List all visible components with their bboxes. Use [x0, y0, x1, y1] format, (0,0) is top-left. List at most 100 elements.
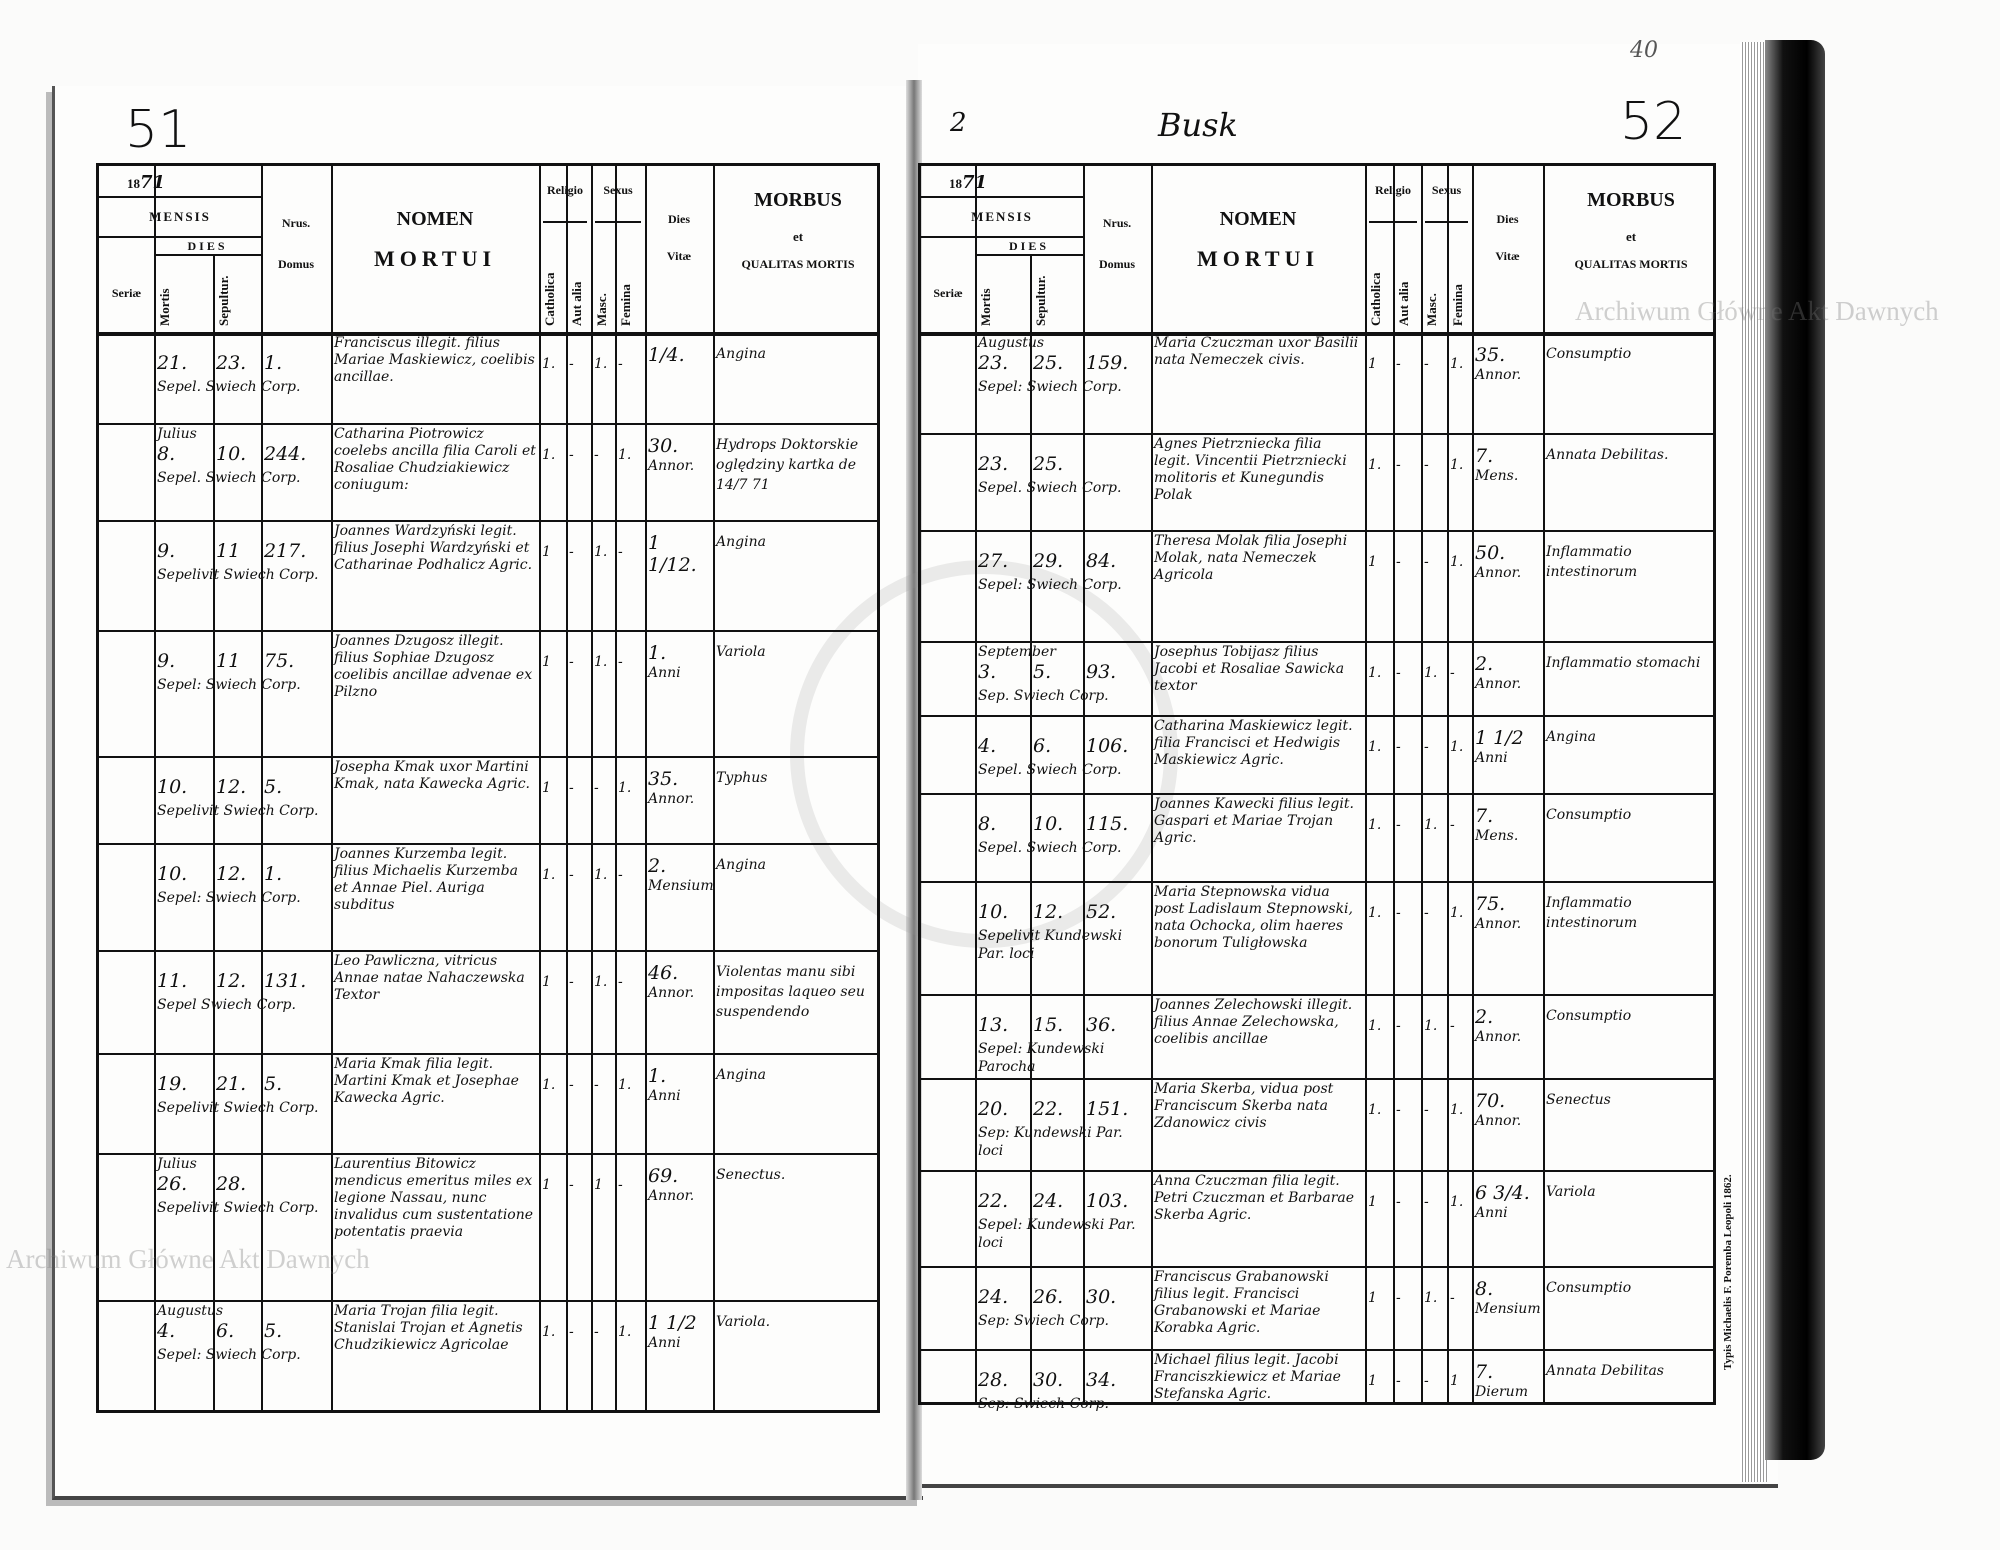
row-divider [99, 1053, 877, 1055]
column-divider [566, 166, 568, 1410]
month-cell [157, 522, 328, 540]
column-divider [1543, 166, 1545, 1402]
burial-day-cell: 30. [1033, 1369, 1064, 1391]
burial-note-cell: Sepelivit Swiech Corp. [157, 803, 319, 819]
et-header: et [792, 229, 804, 245]
age-block: 69. Annor. [648, 1165, 710, 1205]
burial-note-cell: Sepel: Swiech Corp. [978, 577, 1122, 593]
burial-note-cell: Sepel Swiech Corp. [157, 997, 296, 1013]
name-cell: Joannes Zelechowski illegit. filius Anna… [1154, 997, 1353, 1047]
date-block: 27. 29. 84. Sepel: Swiech Corp. [978, 532, 1148, 594]
femina-cell: - [618, 356, 623, 372]
burial-note-cell: Sepel: Swiech Corp. [978, 379, 1122, 395]
mortui-header: MORTUI [373, 245, 497, 271]
column-divider [1151, 166, 1153, 1402]
death-day-cell: 9. [157, 540, 176, 562]
age-block: 70. Annor. [1475, 1090, 1540, 1130]
masc-cell: 1. [594, 867, 608, 883]
femina-cell: 1. [1450, 1194, 1464, 1210]
catholica-header: Catholica [542, 272, 557, 326]
day-row: 24. 26. 30. [978, 1286, 1148, 1310]
masc-cell: 1. [594, 974, 608, 990]
name-cell: Maria Czuczman uxor Basilii nata Nemecze… [1154, 335, 1359, 368]
day-row: 21. 23. 1. [157, 352, 328, 376]
catholica-cell: 1. [542, 1077, 556, 1093]
house-number-cell: 36. [1086, 1014, 1117, 1036]
age-block: 50. Annor. [1475, 542, 1540, 582]
column-divider [1472, 166, 1474, 1402]
age-block: 7. Dierum [1475, 1361, 1540, 1401]
age-block: 7. Mens. [1475, 445, 1540, 485]
catholica-cell: 1. [542, 867, 556, 883]
burial-note-cell: Sepel: Swiech Corp. [157, 1347, 301, 1363]
age-unit-cell: Anni [648, 1335, 681, 1351]
femina-cell: 1 [1450, 1373, 1459, 1389]
year-label: 1871 [949, 172, 987, 193]
day-row: 27. 29. 84. [978, 550, 1148, 574]
month-cell [978, 1172, 1148, 1190]
morbus-cell: Annata Debilitas [1546, 1363, 1664, 1379]
row-divider [99, 520, 877, 522]
year-printed: 18 [127, 176, 140, 191]
day-row: 4. 6. 106. [978, 735, 1148, 759]
date-block: 24. 26. 30. Sep: Swiech Corp. [978, 1268, 1148, 1330]
row-divider [921, 641, 1713, 643]
name-cell: Joannes Wardzyński legit. filius Josephi… [334, 523, 533, 573]
burial-day-cell: 28. [216, 1173, 247, 1195]
month-cell [978, 795, 1148, 813]
aut-alia-cell: - [569, 974, 574, 990]
burial-day-cell: 23. [216, 352, 247, 374]
mortui-header: MORTUI [1196, 245, 1320, 271]
age-cell: 75. [1475, 893, 1506, 915]
catholica-cell: 1. [542, 447, 556, 463]
morbus-cell: Consumptio [1546, 807, 1632, 823]
house-number-cell: 217. [264, 540, 307, 562]
domus-header: Domus [277, 257, 314, 272]
row-divider [99, 423, 877, 425]
year-handwritten: 71 [962, 172, 988, 193]
day-row: 3. 5. 93. [978, 661, 1148, 685]
qualitas-mortis-header: QUALITAS MORTIS [1574, 257, 1688, 272]
burial-note-cell: Sepelivit Swiech Corp. [157, 1200, 319, 1216]
qualitas-mortis-header: QUALITAS MORTIS [741, 257, 855, 272]
morbus-cell: Variola [716, 644, 766, 660]
aut-alia-cell: - [569, 544, 574, 560]
aut-alia-cell: - [1396, 817, 1401, 833]
catholica-cell: 1. [1368, 1102, 1382, 1118]
aut-alia-cell: - [1396, 554, 1401, 570]
femina-cell: 1. [1450, 739, 1464, 755]
age-block: 1. Anni [648, 1065, 710, 1105]
age-block: 1 1/2 Anni [648, 1312, 710, 1352]
burial-day-cell: 6. [216, 1320, 235, 1342]
death-day-cell: 10. [157, 776, 188, 798]
age-cell: 1. [648, 1065, 667, 1087]
month-cell [157, 758, 328, 776]
age-unit-cell: Mensium [1475, 1301, 1541, 1317]
day-row: 8. 10. 244. [157, 443, 328, 467]
header-divider [921, 235, 1083, 238]
name-cell: Maria Kmak filia legit. Martini Kmak et … [334, 1056, 519, 1106]
row-divider [99, 756, 877, 758]
age-unit-cell: Annor. [1475, 676, 1522, 692]
age-block: 1. Anni [648, 642, 710, 682]
right-page-number: 2 [950, 108, 967, 138]
nrus-header: Nrus. [281, 215, 311, 230]
day-row: 9. 11 75. [157, 650, 328, 674]
seriae-header: Seriæ [111, 285, 142, 300]
month-cell [978, 717, 1148, 735]
death-day-cell: 3. [978, 661, 997, 683]
column-divider [1447, 166, 1449, 1402]
aut-alia-cell: - [569, 1077, 574, 1093]
year-handwritten: 71 [140, 172, 166, 193]
age-block: 35. Annor. [1475, 344, 1540, 384]
death-day-cell: 23. [978, 352, 1009, 374]
age-cell: 1/4. [648, 344, 685, 366]
morbus-cell: Senectus. [716, 1167, 786, 1183]
name-cell: Josephus Tobijasz filius Jacobi et Rosal… [1154, 644, 1345, 694]
masc-cell: - [594, 780, 599, 796]
morbus-cell: Violentas manu sibi impositas laqueo seu… [716, 964, 865, 1020]
aut-alia-cell: - [569, 356, 574, 372]
aut-alia-header: Aut alia [569, 281, 584, 326]
date-block: Julius 8. 10. 244. Sepel. Swiech Corp. [157, 425, 328, 487]
age-block: 75. Annor. [1475, 893, 1540, 933]
